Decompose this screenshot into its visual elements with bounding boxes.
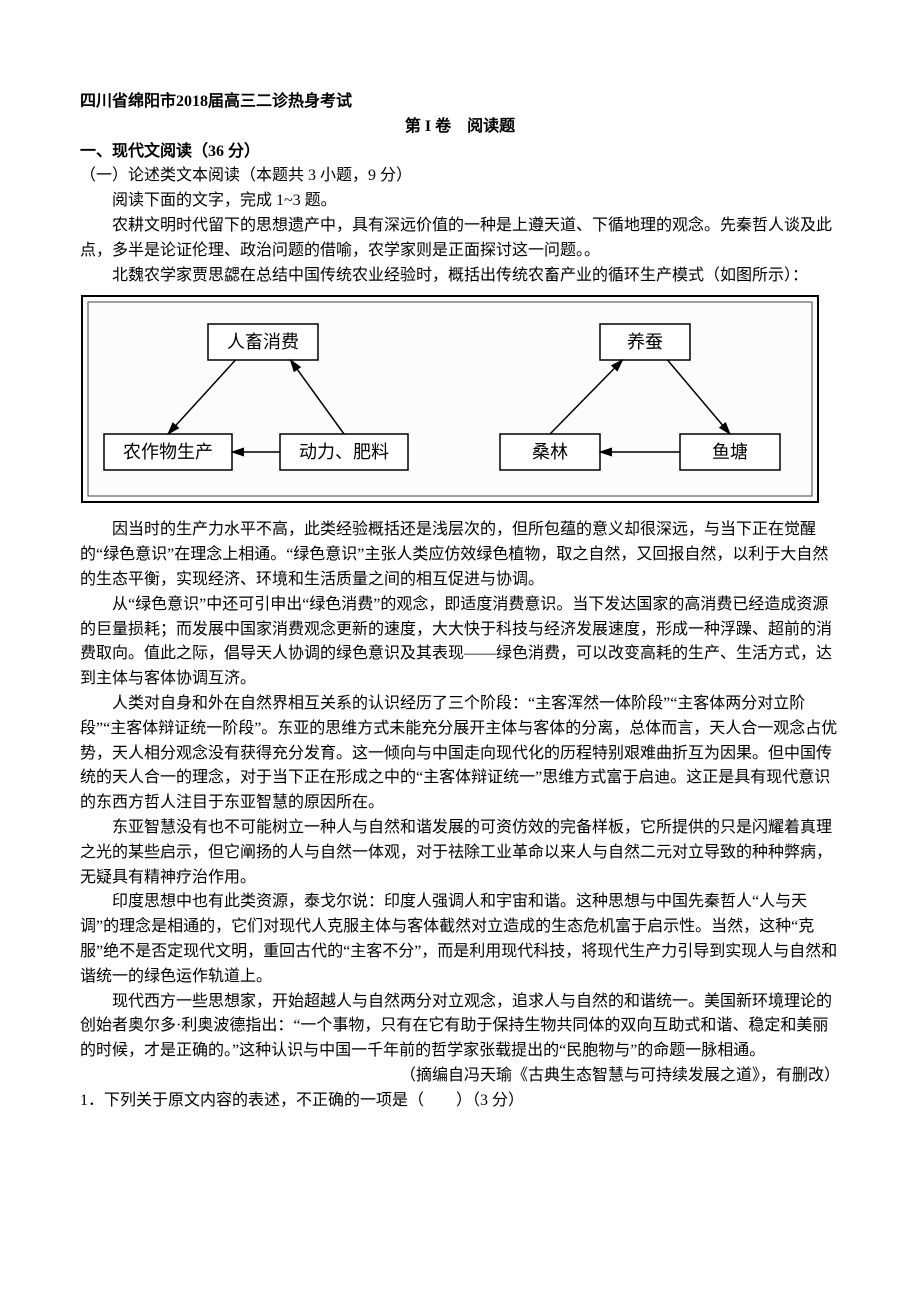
cycle-diagram: 人畜消费农作物生产 动力、肥料 养蚕桑林 鱼塘 [80, 294, 840, 504]
svg-text:人畜消费: 人畜消费 [227, 332, 299, 352]
paragraph-7: 印度思想中也有此类资源，泰戈尔说：印度人强调人和宇宙和谐。这种思想与中国先秦哲人… [80, 890, 840, 989]
svg-text:鱼塘: 鱼塘 [712, 442, 748, 462]
exam-title: 四川省绵阳市2018届高三二诊热身考试 [80, 90, 840, 115]
section-one-heading: 一、现代文阅读（36 分） [80, 140, 840, 165]
svg-text:农作物生产: 农作物生产 [123, 442, 213, 462]
exam-subtitle: 第 I 卷 阅读题 [80, 115, 840, 140]
paragraph-3: 因当时的生产力水平不高，此类经验概括还是浅层次的，但所包蕴的意义却很深远，与当下… [80, 518, 840, 592]
source-attribution: （摘编自冯天瑜《古典生态智慧与可持续发展之道》，有删改） [80, 1064, 840, 1089]
paragraph-1: 农耕文明时代留下的思想遗产中，具有深远价值的一种是上遵天道、下循地理的观念。先秦… [80, 214, 840, 264]
section-one-sub: （一）论述类文本阅读（本题共 3 小题，9 分） [80, 164, 840, 189]
paragraph-8: 现代西方一些思想家，开始超越人与自然两分对立观念，追求人与自然的和谐统一。美国新… [80, 990, 840, 1064]
svg-text:养蚕: 养蚕 [627, 332, 663, 352]
paragraph-2: 北魏农学家贾思勰在总结中国传统农业经验时，概括出传统农畜产业的循环生产模式（如图… [80, 264, 840, 289]
paragraph-5: 人类对自身和外在自然界相互关系的认识经历了三个阶段：“主客浑然一体阶段”“主客体… [80, 692, 840, 816]
cycle-diagram-svg: 人畜消费农作物生产 动力、肥料 养蚕桑林 鱼塘 [80, 294, 820, 504]
paragraph-4: 从“绿色意识”中还可引申出“绿色消费”的观念，即适度消费意识。当下发达国家的高消… [80, 593, 840, 692]
svg-text:桑林: 桑林 [532, 442, 568, 462]
svg-text:动力、肥料: 动力、肥料 [299, 442, 389, 462]
paragraph-6: 东亚智慧没有也不可能树立一种人与自然和谐发展的可资仿效的完备样板，它所提供的只是… [80, 816, 840, 890]
reading-instruction: 阅读下面的文字，完成 1~3 题。 [80, 189, 840, 214]
document-page: 四川省绵阳市2018届高三二诊热身考试 第 I 卷 阅读题 一、现代文阅读（36… [0, 0, 920, 1174]
question-1: 1．下列关于原文内容的表述，不正确的一项是（ ）（3 分） [80, 1089, 840, 1114]
